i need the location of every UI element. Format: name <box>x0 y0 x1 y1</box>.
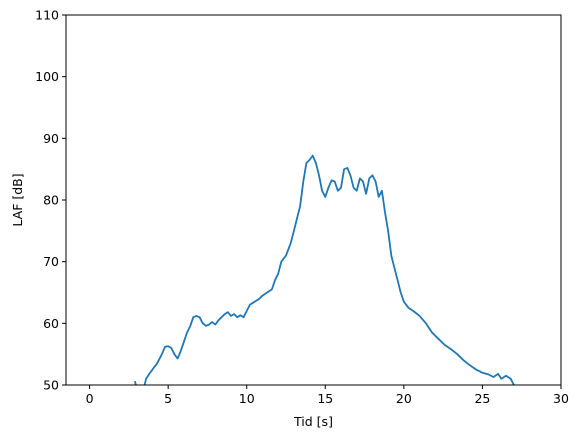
x-tick-label: 0 <box>86 391 94 406</box>
y-tick-label: 90 <box>43 131 59 146</box>
y-tick-label: 70 <box>43 254 59 269</box>
y-tick-label: 100 <box>35 69 59 84</box>
x-tick-label: 30 <box>553 391 569 406</box>
y-tick-label: 50 <box>43 378 59 393</box>
x-tick-label: 15 <box>317 391 333 406</box>
x-tick-label: 25 <box>474 391 490 406</box>
x-axis-title: Tid [s] <box>293 414 333 429</box>
x-tick-label: 5 <box>164 391 172 406</box>
y-tick-label: 60 <box>43 316 59 331</box>
series-line <box>134 154 515 385</box>
x-tick-label: 10 <box>239 391 255 406</box>
x-tick-label: 20 <box>396 391 412 406</box>
y-tick-label: 80 <box>43 193 59 208</box>
y-tick-label: 110 <box>35 8 59 23</box>
plot-area <box>66 15 561 385</box>
y-axis-title: LAF [dB] <box>10 173 25 226</box>
